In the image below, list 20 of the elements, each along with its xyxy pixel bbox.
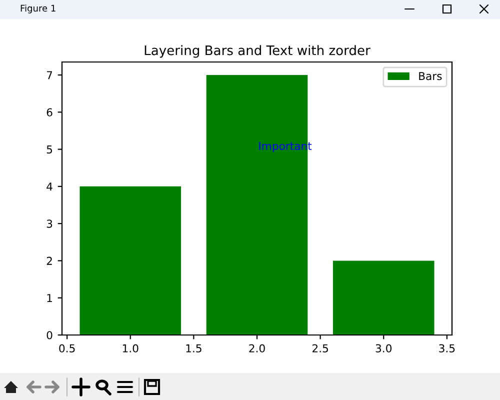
x-tick-label: 1.5 (186, 344, 202, 352)
x-tick-label: 3.0 (376, 344, 392, 352)
y-tick-label: 2 (46, 256, 52, 265)
y-tick-label: 1 (47, 294, 52, 302)
x-tick-label: 2.5 (312, 344, 328, 352)
y-tick-label: 7 (46, 71, 52, 80)
x-tick-label: 2.0 (249, 344, 265, 352)
x-tick-label: 0.5 (59, 344, 75, 352)
y-tick-label: 5 (46, 146, 52, 154)
bar (80, 186, 182, 335)
x-tick-label: 1.0 (122, 344, 138, 352)
y-tick-label: 3 (46, 220, 52, 228)
y-tick-label: 4 (46, 182, 52, 191)
y-tick-label: 6 (46, 108, 52, 116)
bar (332, 260, 434, 335)
caption: Figure 1 (20, 4, 56, 14)
chart-title: Layering Bars and Text with zorder (144, 45, 370, 58)
y-tick-label: 0 (46, 331, 52, 340)
legend-label: Bars (419, 72, 442, 80)
x-tick-label: 3.5 (439, 344, 455, 352)
